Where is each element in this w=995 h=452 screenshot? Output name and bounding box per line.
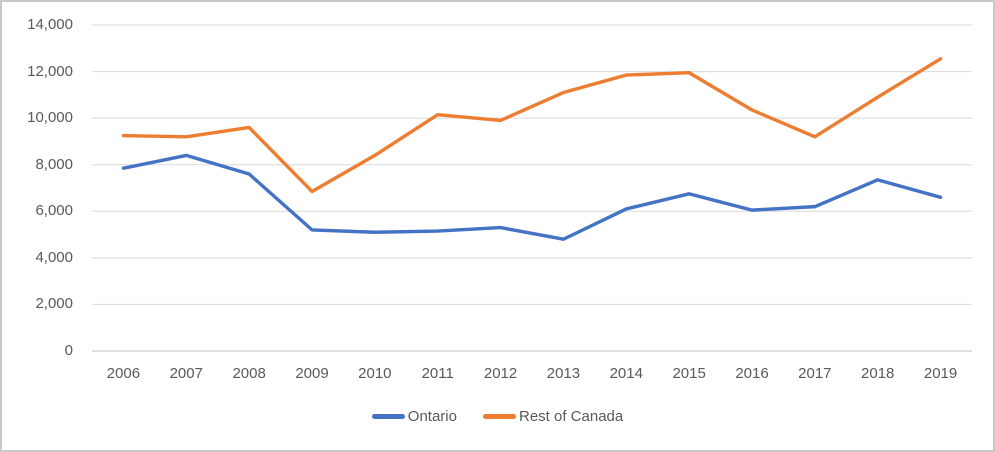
y-tick-label: 12,000 — [27, 62, 73, 80]
x-tick-label: 2014 — [609, 365, 643, 382]
y-tick-label: 2,000 — [35, 295, 73, 313]
y-tick-label: 14,000 — [27, 16, 73, 33]
x-tick-label: 2012 — [483, 365, 518, 382]
legend: Ontario Rest of Canada — [2, 408, 993, 425]
y-tick-label: 6,000 — [35, 202, 73, 220]
x-tick-label: 2018 — [861, 365, 895, 382]
legend-line-swatch — [371, 414, 405, 419]
y-tick-label: 8,000 — [35, 155, 73, 173]
x-tick-label: 2006 — [106, 365, 141, 382]
x-tick-label: 2010 — [358, 365, 392, 382]
x-tick-label: 2017 — [798, 365, 832, 382]
series-line-ontario — [121, 153, 943, 241]
legend-item-ontario: Ontario — [371, 408, 457, 425]
legend-item-rest-of-canada: Rest of Canada — [482, 408, 624, 425]
x-tick-label: 2013 — [546, 365, 581, 382]
legend-label: Rest of Canada — [518, 408, 624, 425]
y-tick-label: 10,000 — [27, 109, 73, 127]
x-tick-label: 2011 — [421, 365, 454, 382]
y-tick-label: 0 — [64, 342, 73, 359]
legend-line-swatch — [482, 414, 516, 419]
y-tick-label: 4,000 — [35, 248, 73, 266]
x-tick-label: 2019 — [923, 365, 958, 382]
x-tick-label: 2016 — [735, 365, 769, 382]
x-tick-label: 2009 — [295, 365, 329, 382]
legend-label: Ontario — [407, 408, 457, 425]
x-tick-label: 2015 — [672, 365, 706, 382]
x-tick-label: 2007 — [169, 365, 203, 382]
x-tick-label: 2008 — [232, 365, 266, 382]
series-line-rest-of-canada — [121, 57, 943, 194]
